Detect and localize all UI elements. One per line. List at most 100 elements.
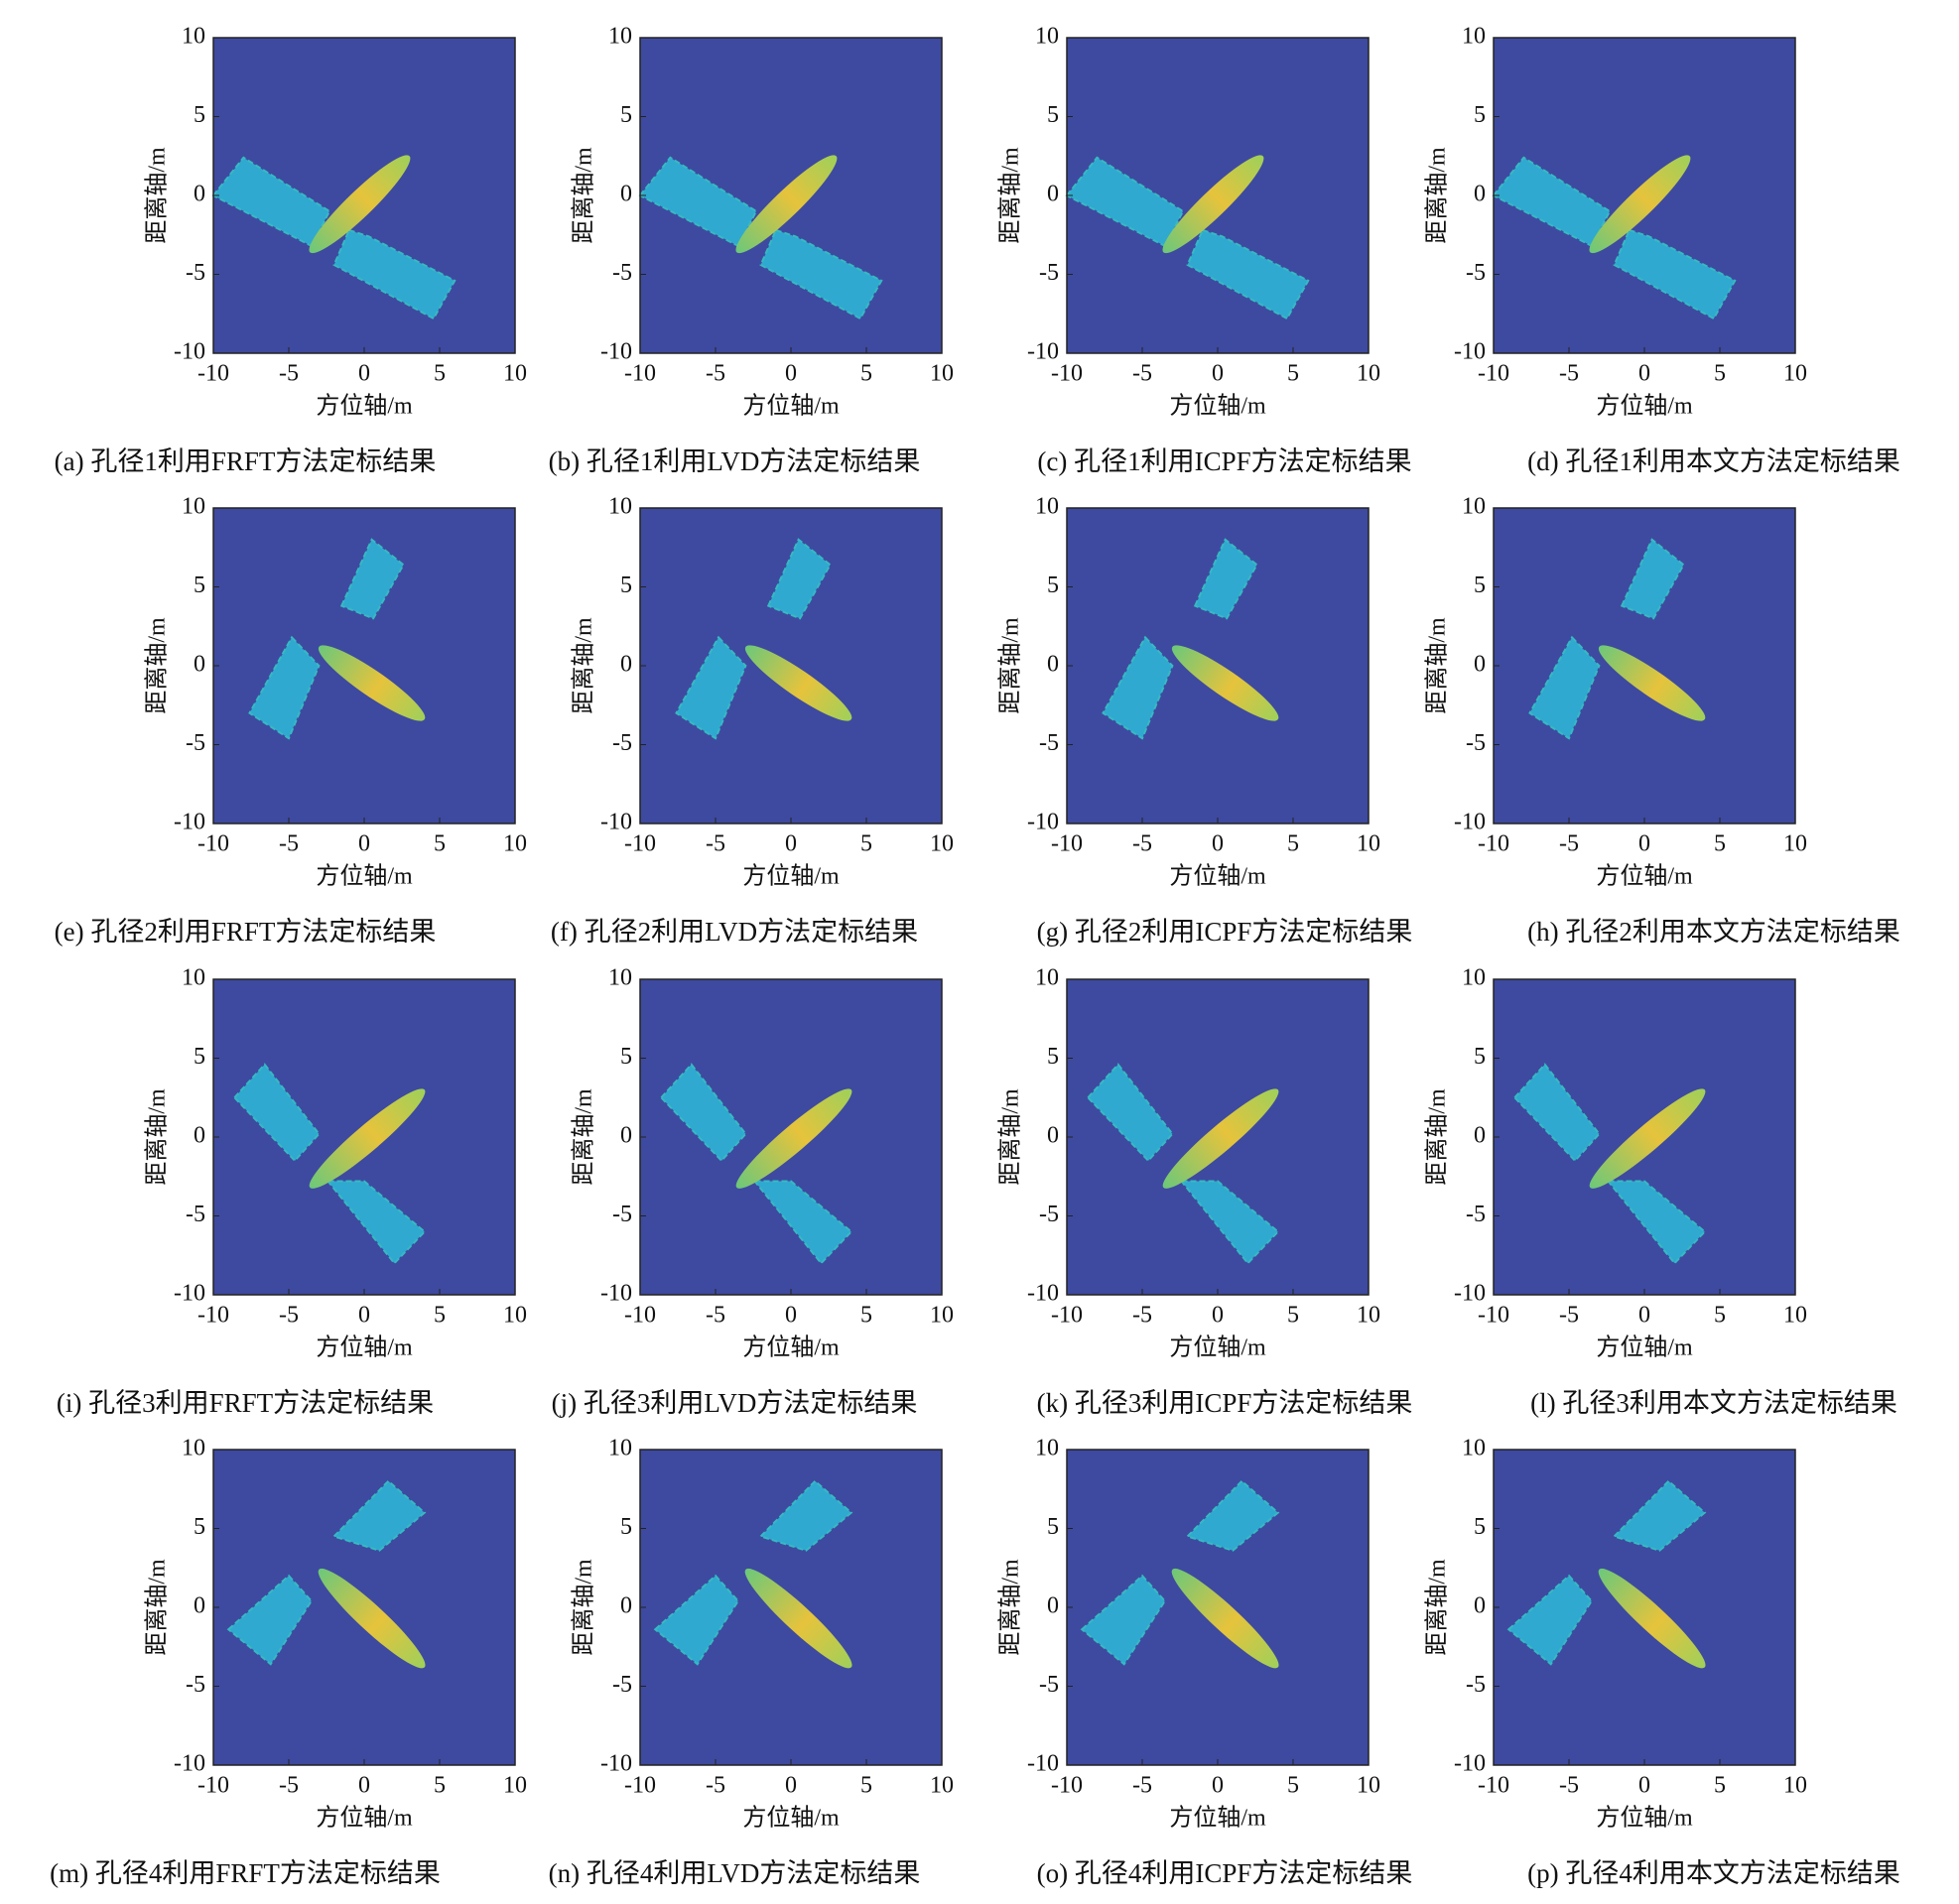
caption: (l) 孔径3利用本文方法定标结果	[1530, 1388, 1897, 1418]
x-axis-label: 方位轴/m	[742, 393, 840, 420]
x-tick-label: -10	[197, 1303, 229, 1329]
x-tick-label: 10	[1357, 361, 1380, 387]
y-tick-label: -5	[1039, 1672, 1059, 1698]
x-tick-label: 0	[358, 1303, 370, 1329]
x-tick-label: -5	[1559, 1773, 1579, 1799]
x-tick-label: 10	[1783, 1773, 1807, 1799]
y-tick-label: -10	[1454, 339, 1486, 365]
x-tick-label: 5	[1714, 361, 1726, 387]
y-tick-label: 10	[182, 965, 205, 991]
x-tick-label: -5	[1132, 361, 1152, 387]
x-tick-label: 0	[358, 831, 370, 857]
x-tick-label: 5	[434, 1303, 446, 1329]
subplot: -10 -5 0 5 10 -10 -5 0 5 10 方位轴/m 距离轴/m (f) 孔径2利用LVD…	[551, 494, 954, 948]
y-tick-label: 5	[620, 1044, 632, 1070]
y-tick-label: 10	[182, 24, 205, 50]
caption: (m) 孔径4利用FRFT方法定标结果	[50, 1858, 441, 1888]
x-tick-label: -10	[1478, 361, 1509, 387]
y-tick-label: -5	[612, 260, 632, 286]
x-tick-label: 0	[1638, 1773, 1650, 1799]
solar-panel	[226, 1574, 314, 1666]
satellite-body	[1171, 645, 1279, 721]
y-tick-label: 5	[1474, 102, 1486, 128]
y-tick-label: -5	[186, 730, 205, 756]
y-axis-label: 距离轴/m	[997, 1559, 1024, 1656]
caption: (o) 孔径4利用ICPF方法定标结果	[1037, 1858, 1413, 1888]
solar-panel	[653, 1574, 740, 1666]
x-tick-label: -5	[279, 361, 299, 387]
y-axis-label: 距离轴/m	[144, 1088, 171, 1186]
y-tick-label: -5	[612, 730, 632, 756]
x-tick-label: -5	[279, 831, 299, 857]
y-tick-label: -10	[174, 810, 205, 835]
solar-panel	[759, 228, 883, 320]
x-tick-label: 0	[1212, 1303, 1224, 1329]
x-tick-label: -10	[1051, 1303, 1083, 1329]
y-tick-label: -10	[1027, 810, 1059, 835]
y-tick-label: -10	[1454, 1751, 1486, 1777]
x-tick-label: -10	[624, 1303, 656, 1329]
y-axis-label: 距离轴/m	[571, 147, 597, 244]
solar-panel	[1613, 228, 1737, 320]
x-tick-label: 10	[1357, 1773, 1380, 1799]
y-tick-label: -5	[186, 260, 205, 286]
y-tick-label: 0	[620, 1123, 632, 1149]
y-tick-label: 10	[182, 1436, 205, 1461]
x-tick-label: 5	[860, 1303, 872, 1329]
y-axis-label: 距离轴/m	[144, 147, 171, 244]
y-tick-label: 0	[1474, 1123, 1486, 1149]
satellite-body	[1162, 155, 1264, 254]
solar-panel	[659, 1063, 747, 1163]
caption: (b) 孔径1利用LVD方法定标结果	[549, 446, 921, 476]
y-axis-label: 距离轴/m	[1424, 147, 1451, 244]
subplot: -10 -5 0 5 10 -10 -5 0 5 10 方位轴/m 距离轴/m (h) 孔径2利用本文方…	[1424, 494, 1900, 948]
x-tick-label: -10	[1051, 1773, 1083, 1799]
x-tick-label: 0	[785, 1303, 797, 1329]
y-tick-label: 0	[620, 652, 632, 678]
x-axis-label: 方位轴/m	[742, 863, 840, 890]
x-tick-label: -5	[279, 1773, 299, 1799]
solar-panel	[332, 228, 457, 320]
y-tick-label: 10	[1035, 965, 1059, 991]
x-tick-label: 0	[785, 831, 797, 857]
x-tick-label: 10	[1783, 831, 1807, 857]
y-tick-label: 10	[608, 24, 632, 50]
y-tick-label: 0	[194, 182, 205, 207]
y-tick-label: 0	[1047, 182, 1059, 207]
y-tick-label: 10	[1462, 965, 1486, 991]
x-tick-label: 0	[1212, 1773, 1224, 1799]
x-tick-label: -10	[1051, 831, 1083, 857]
caption: (g) 孔径2利用ICPF方法定标结果	[1037, 917, 1413, 947]
solar-panel	[766, 538, 832, 620]
solar-panel	[638, 156, 758, 248]
x-tick-label: 0	[1212, 361, 1224, 387]
y-tick-label: -5	[1466, 730, 1486, 756]
x-tick-label: 0	[358, 1773, 370, 1799]
x-axis-label: 方位轴/m	[1169, 393, 1266, 420]
x-axis-label: 方位轴/m	[742, 1334, 840, 1361]
x-tick-label: 10	[503, 831, 527, 857]
x-tick-label: -5	[706, 361, 725, 387]
solar-panel	[1186, 228, 1310, 320]
x-tick-label: 0	[1638, 831, 1650, 857]
y-tick-label: 5	[194, 102, 205, 128]
x-tick-label: 10	[1783, 361, 1807, 387]
y-tick-label: 0	[194, 1123, 205, 1149]
subplot: -10 -5 0 5 10 -10 -5 0 5 10 方位轴/m 距离轴/m (j) 孔径3利用LVD…	[552, 965, 954, 1419]
solar-panel	[1193, 538, 1258, 620]
x-tick-label: -5	[1132, 1303, 1152, 1329]
x-tick-label: 0	[1638, 361, 1650, 387]
x-tick-label: 5	[860, 831, 872, 857]
y-tick-label: 0	[1047, 1593, 1059, 1619]
y-tick-label: 0	[1474, 1593, 1486, 1619]
caption: (e) 孔径2利用FRFT方法定标结果	[55, 917, 437, 947]
solar-panel	[248, 635, 321, 740]
x-tick-label: -5	[1559, 831, 1579, 857]
subplot: -10 -5 0 5 10 -10 -5 0 5 10 方位轴/m 距离轴/m (o) 孔径4利用ICP…	[997, 1436, 1413, 1889]
y-tick-label: 5	[194, 572, 205, 598]
x-axis-label: 方位轴/m	[742, 1805, 840, 1832]
y-tick-label: 5	[1047, 1514, 1059, 1540]
x-tick-label: -10	[624, 361, 656, 387]
